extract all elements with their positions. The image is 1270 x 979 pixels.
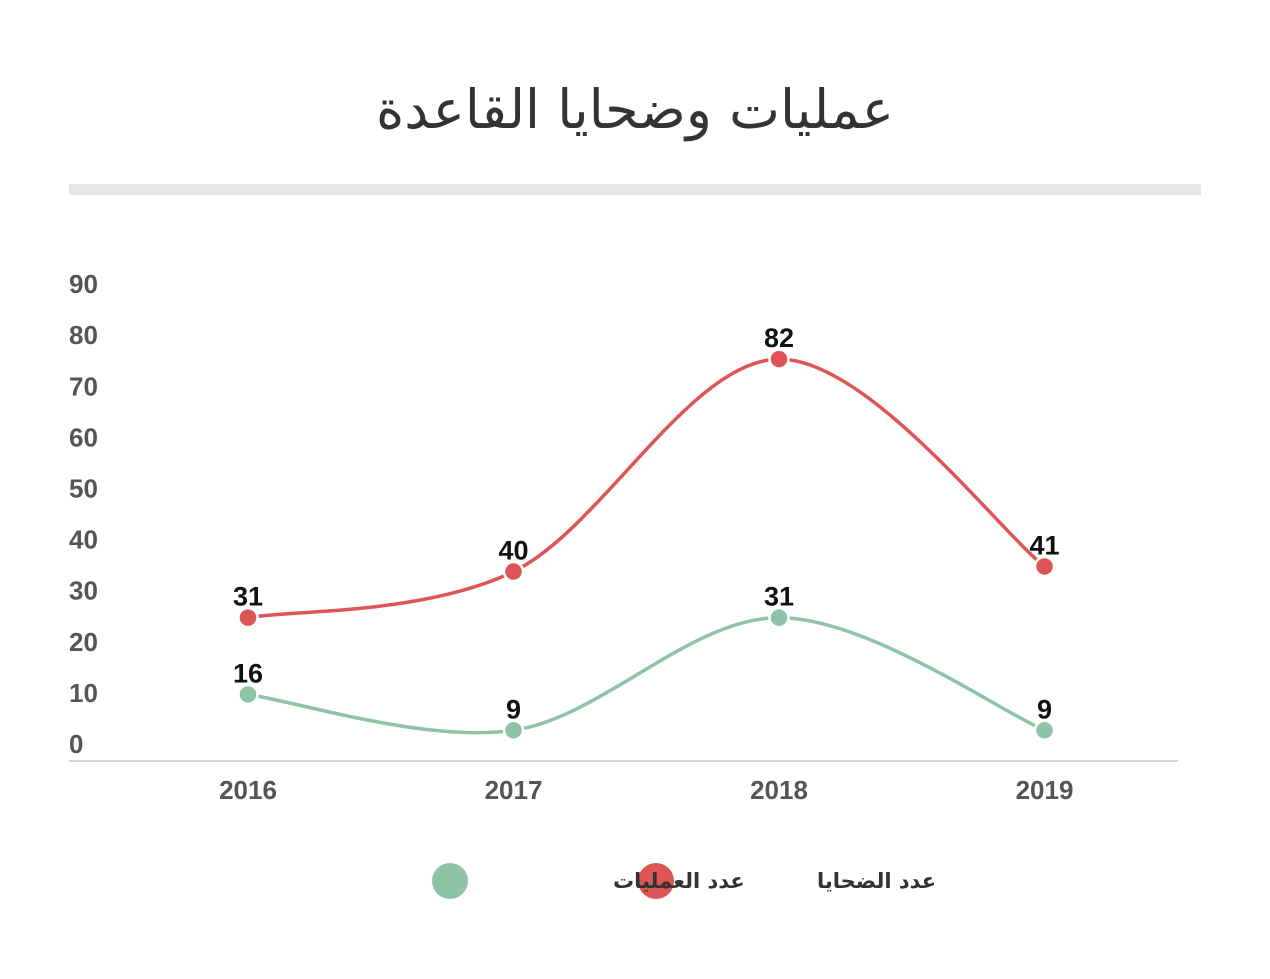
legend-marker[interactable] xyxy=(638,863,674,899)
data-label: 16 xyxy=(233,658,263,688)
y-tick-label: 10 xyxy=(69,678,98,708)
y-tick-label: 0 xyxy=(69,729,83,759)
data-point[interactable] xyxy=(1033,719,1056,742)
data-point[interactable] xyxy=(768,606,790,629)
y-tick-label: 90 xyxy=(69,269,98,299)
series-line xyxy=(247,615,1046,735)
x-tick-label: 2017 xyxy=(485,775,543,805)
x-tick-label: 2018 xyxy=(750,775,808,805)
legend-label[interactable]: عدد العمليات xyxy=(613,869,745,893)
legend: عدد الضحايا عدد العمليات xyxy=(432,863,936,899)
y-tick-label: 30 xyxy=(69,576,98,606)
y-axis: 0 10 20 30 40 50 60 70 80 90 xyxy=(69,269,98,759)
data-point[interactable] xyxy=(502,560,525,583)
x-tick-label: 2016 xyxy=(219,775,277,805)
y-tick-label: 80 xyxy=(69,320,98,350)
y-tick-label: 40 xyxy=(69,525,98,555)
legend-marker[interactable] xyxy=(432,863,468,899)
series-lines xyxy=(247,357,1046,735)
data-point[interactable] xyxy=(237,683,259,706)
x-tick-label: 2019 xyxy=(1016,775,1074,805)
data-label: 31 xyxy=(233,582,263,612)
data-point[interactable] xyxy=(768,348,790,370)
chart-title: عمليات وضحايا القاعدة xyxy=(375,78,895,141)
data-label: 82 xyxy=(764,323,794,353)
y-tick-label: 20 xyxy=(69,627,98,657)
data-label: 41 xyxy=(1029,530,1059,560)
title-divider xyxy=(69,184,1201,195)
series-points xyxy=(237,348,1056,742)
y-tick-label: 50 xyxy=(69,474,98,504)
legend-label[interactable]: عدد الضحايا xyxy=(817,869,936,893)
data-label: 9 xyxy=(506,694,521,724)
data-point[interactable] xyxy=(237,606,259,629)
y-tick-label: 70 xyxy=(69,371,98,401)
data-labels: 31 40 82 41 16 9 31 9 xyxy=(233,323,1060,724)
data-label: 40 xyxy=(498,536,528,566)
data-label: 31 xyxy=(764,582,794,612)
data-point[interactable] xyxy=(502,719,525,742)
series-line xyxy=(247,357,1046,620)
data-label: 9 xyxy=(1037,694,1052,724)
x-axis: 2016 2017 2018 2019 xyxy=(69,760,1178,805)
data-point[interactable] xyxy=(1033,555,1056,578)
y-tick-label: 60 xyxy=(69,422,98,452)
